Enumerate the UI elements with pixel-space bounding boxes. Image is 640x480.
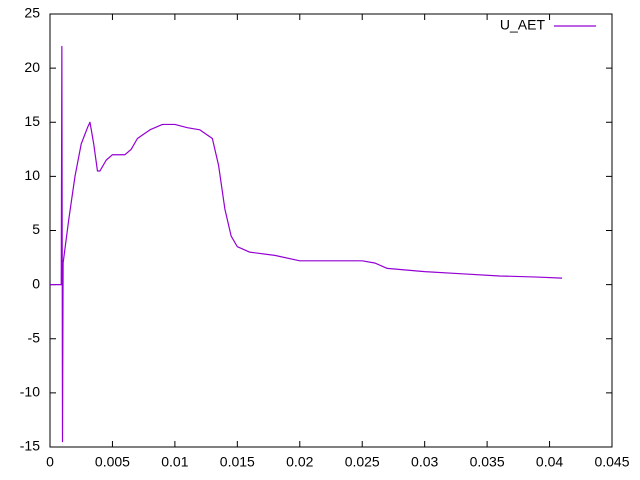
x-tick-label: 0.03 bbox=[411, 454, 438, 470]
x-tick-label: 0.015 bbox=[220, 454, 255, 470]
x-tick-label: 0.005 bbox=[95, 454, 130, 470]
x-tick-label: 0.02 bbox=[286, 454, 313, 470]
y-tick-label: -10 bbox=[20, 384, 40, 400]
y-tick-label: -15 bbox=[20, 438, 40, 454]
y-tick-label: 25 bbox=[24, 5, 40, 21]
x-tick-label: 0.045 bbox=[594, 454, 629, 470]
y-tick-label: -5 bbox=[28, 329, 41, 345]
x-tick-label: 0.035 bbox=[470, 454, 505, 470]
y-tick-label: 0 bbox=[32, 275, 40, 291]
x-tick-label: 0.04 bbox=[536, 454, 563, 470]
y-tick-label: 20 bbox=[24, 59, 40, 75]
data-line bbox=[50, 45, 563, 443]
x-tick-label: 0.01 bbox=[161, 454, 188, 470]
x-tick-label: 0.025 bbox=[345, 454, 380, 470]
y-tick-label: 15 bbox=[24, 113, 40, 129]
legend-label: U_AET bbox=[500, 17, 546, 33]
plot-border bbox=[49, 13, 613, 448]
y-tick-label: 10 bbox=[24, 167, 40, 183]
y-tick-label: 5 bbox=[32, 221, 40, 237]
x-tick-label: 0 bbox=[46, 454, 54, 470]
